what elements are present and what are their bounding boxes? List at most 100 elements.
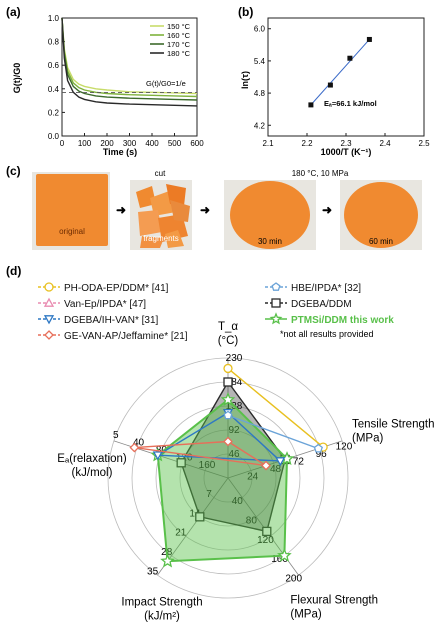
photo-condition-label: 180 °C, 10 MPa xyxy=(292,169,349,178)
star-marker xyxy=(277,548,292,562)
star-marker xyxy=(220,391,236,406)
circle-marker xyxy=(223,363,233,374)
a-xtick-label: 300 xyxy=(123,139,137,148)
d-legend-label: HBE/IPDA* [32] xyxy=(291,283,361,294)
arrow-1-icon: ➜ xyxy=(116,203,126,217)
panel-d-label: (d) xyxy=(6,264,21,278)
radar-tick-label: 160 xyxy=(199,460,216,471)
panel-a-ylabel: G(t)/G0 xyxy=(12,63,22,94)
square-marker xyxy=(271,298,281,308)
radar-axis-label: Tensile Strength (MPa) xyxy=(352,419,434,445)
pentagon-marker xyxy=(313,443,323,453)
panel-d-footnote: *not all results provided xyxy=(280,329,374,339)
radar-series-area xyxy=(134,440,267,467)
radar-axis-label: T_α (°C) xyxy=(218,321,239,347)
radar-tick-label: 21 xyxy=(175,528,187,539)
radar-tick-label: 96 xyxy=(316,449,328,460)
photo-30min-sample xyxy=(230,181,310,249)
radar-tick-label: 46 xyxy=(228,449,240,460)
b-xtick-label: 2.1 xyxy=(262,139,274,148)
radar-tick-label: 92 xyxy=(228,425,240,436)
a-legend-label: 170 °C xyxy=(167,40,191,49)
star-marker xyxy=(269,312,283,325)
radar-axis-label: Impact Strength (kJ/m²) xyxy=(121,597,202,623)
b-ytick-label: 5.4 xyxy=(254,57,266,66)
b-xtick-label: 2.4 xyxy=(379,139,391,148)
square-marker xyxy=(223,377,233,387)
diamond-marker xyxy=(261,460,271,471)
radar-tick-label: 184 xyxy=(226,377,243,388)
a-legend-label: 150 °C xyxy=(167,22,191,31)
a-xtick-label: 200 xyxy=(100,139,114,148)
pentagon-marker xyxy=(271,282,281,291)
a-ytick-label: 0.0 xyxy=(48,132,60,141)
photo-fragments xyxy=(136,184,190,248)
radar-tick-label: 120 xyxy=(336,442,353,453)
radar-tick-label: 72 xyxy=(293,456,305,467)
photo-cut-label: cut xyxy=(155,169,166,178)
panel-a: (a) 0.0 0.2 0.4 0.6 0.8 1.0 0 100 200 300 400 500 6… xyxy=(6,5,204,157)
radar-tick-label: 40 xyxy=(232,496,244,507)
diamond-marker xyxy=(44,330,54,340)
radar-tick-label: 120 xyxy=(257,535,274,546)
panel-b-xlabel: 1000/T (K⁻¹) xyxy=(321,147,372,157)
radar-tick-label: 5 xyxy=(113,430,119,441)
panel-a-xlabel: Time (s) xyxy=(103,147,137,157)
a-xtick-label: 500 xyxy=(168,139,182,148)
b-point xyxy=(308,102,314,108)
d-legend-label: Van-Ep/IPDA* [47] xyxy=(64,299,146,310)
a-ytick-label: 1.0 xyxy=(48,14,60,23)
radar-tick-label: 35 xyxy=(147,567,159,578)
radar-tick-label: 40 xyxy=(133,438,145,449)
panel-b-label: (b) xyxy=(238,5,253,19)
a-series-line xyxy=(61,17,198,101)
diamond-marker xyxy=(129,442,140,453)
panel-b-annotation: Eₐ=66.1 kJ/mol xyxy=(324,99,377,108)
a-xtick-label: 400 xyxy=(145,139,159,148)
triangle-up-marker xyxy=(43,297,55,307)
panel-c-label: (c) xyxy=(6,164,21,178)
d-legend-label: PH-ODA-EP/DDM* [41] xyxy=(64,283,169,294)
square-marker xyxy=(262,526,272,537)
d-legend-label: GE-VAN-AP/Jeffamine* [21] xyxy=(64,331,188,342)
b-fit-line xyxy=(310,39,370,106)
triangle-down-marker xyxy=(152,451,163,461)
panel-b-ylabel: ln(τ) xyxy=(240,71,250,89)
a-legend-label: 180 °C xyxy=(167,49,191,58)
b-point xyxy=(327,82,333,88)
photo-30min-label: 30 min xyxy=(258,237,282,246)
radar-tick-label: 80 xyxy=(246,515,258,526)
b-xtick-label: 2.3 xyxy=(340,139,352,148)
square-marker xyxy=(195,512,205,522)
a-legend-label: 160 °C xyxy=(167,31,191,40)
triangle-down-marker xyxy=(275,457,286,467)
a-series-line xyxy=(61,17,198,107)
b-ytick-label: 4.8 xyxy=(254,89,266,98)
radar-axis-label: Flexural Strength (MPa) xyxy=(290,595,378,621)
radar-tick-label: 48 xyxy=(270,464,282,475)
d-legend-label: DGEBA/IH-VAN* [31] xyxy=(64,315,159,326)
panel-a-label: (a) xyxy=(6,5,21,19)
panel-a-annotation: G(t)/G0=1/e xyxy=(146,79,186,88)
a-xtick-label: 0 xyxy=(60,139,65,148)
a-xtick-label: 100 xyxy=(78,139,92,148)
radar-tick-label: 24 xyxy=(247,471,259,482)
radar-tick-label: 230 xyxy=(226,353,243,364)
square-marker xyxy=(176,458,186,468)
panel-c: (c) original ➜ cut fragments ➜ 180 °C, 1… xyxy=(6,164,422,250)
b-xtick-label: 2.2 xyxy=(301,139,313,148)
pentagon-marker xyxy=(223,410,233,420)
panel-b-points xyxy=(308,36,372,108)
b-ytick-label: 4.2 xyxy=(254,121,266,130)
a-ytick-label: 0.4 xyxy=(48,85,60,94)
radar-chart: 4692138184230244872961204080120160200714… xyxy=(57,321,434,623)
arrow-3-icon: ➜ xyxy=(322,203,332,217)
b-ytick-label: 6.0 xyxy=(254,25,266,34)
photo-60min-sample xyxy=(344,182,418,248)
panel-d: (d) PH-ODA-EP/DDM* [41] Van-Ep/IPDA* [47]… xyxy=(6,264,434,623)
panel-b-frame xyxy=(267,17,425,137)
radar-tick-label: 80 xyxy=(156,445,168,456)
radar-series-line xyxy=(227,414,319,450)
photo-fragments-label: fragments xyxy=(143,234,179,243)
